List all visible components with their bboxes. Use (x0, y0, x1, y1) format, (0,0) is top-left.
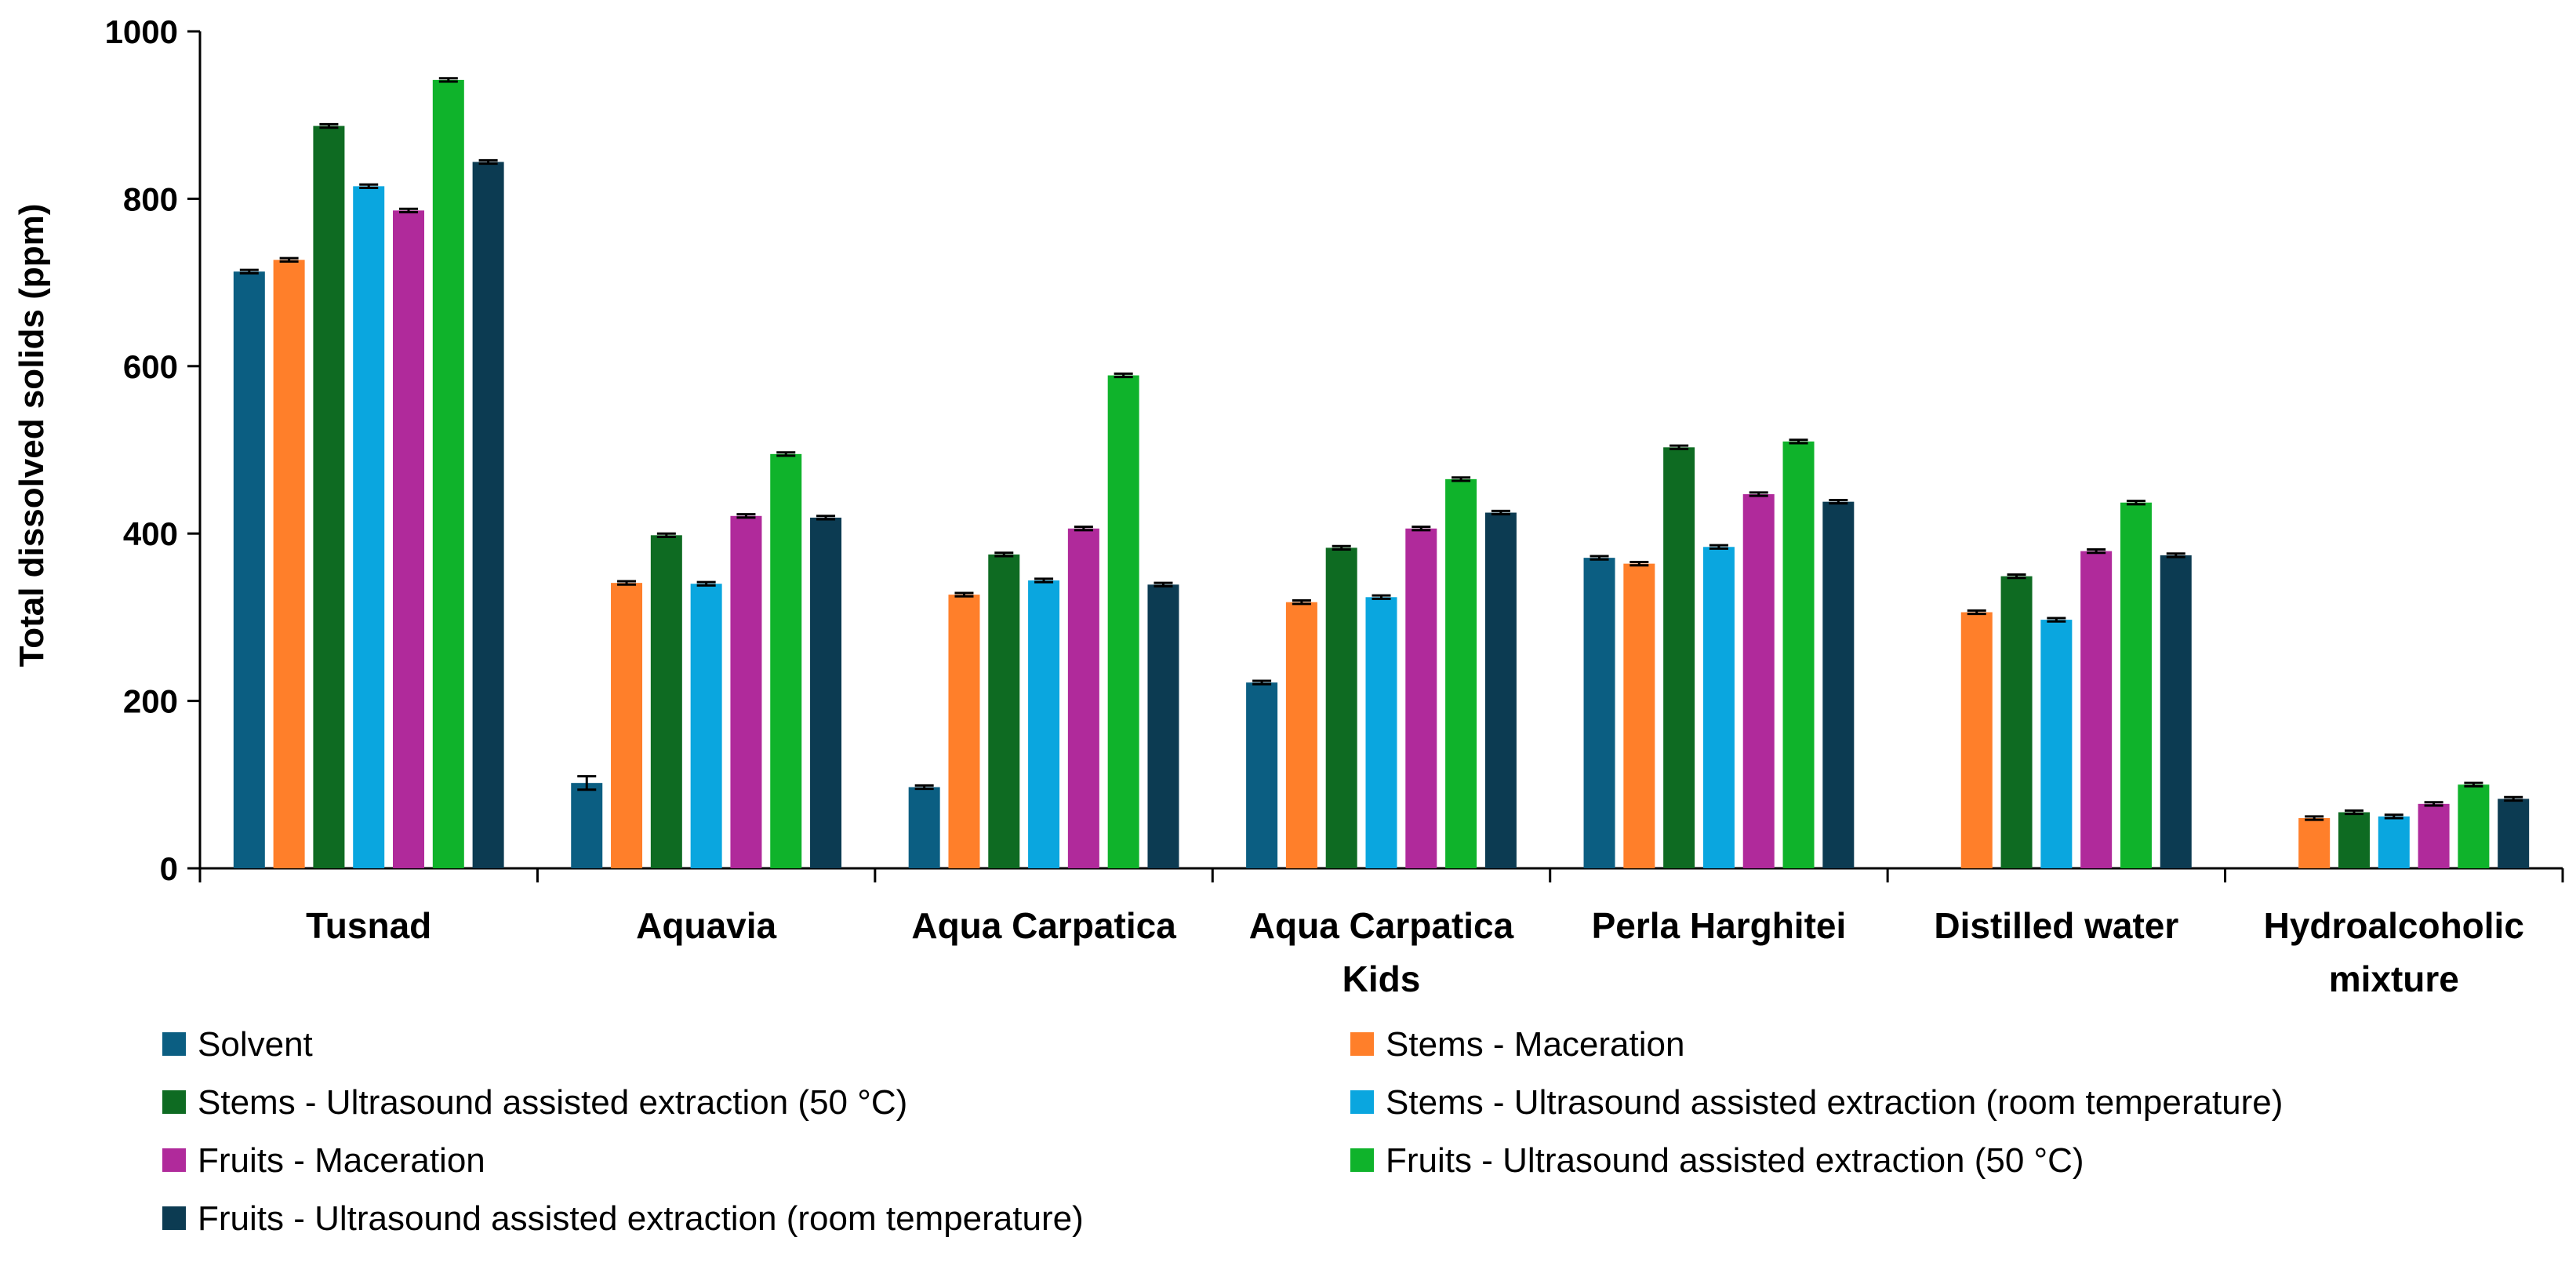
legend-label: Solvent (198, 1025, 313, 1064)
legend-label: Stems - Ultrasound assisted extraction (… (1386, 1083, 2283, 1122)
bar (1365, 597, 1397, 868)
legend-swatch (162, 1148, 186, 1172)
legend: Solvent Stems - Maceration Stems - Ultraso… (162, 1025, 2283, 1238)
x-category-label: Aquavia (636, 905, 776, 946)
x-category-label-line: Tusnad (306, 905, 431, 946)
y-axis-title: Total dissolved solids (ppm) (13, 204, 51, 668)
x-category-label-line: Distilled water (1934, 905, 2178, 946)
legend-label: Stems - Maceration (1386, 1025, 1684, 1064)
legend-swatch (1350, 1090, 1374, 1114)
bar (1702, 547, 1735, 868)
y-tick-label: 400 (123, 515, 178, 552)
bar (650, 535, 682, 868)
bar (611, 583, 643, 868)
x-category-label-line: Hydroalcoholic (2264, 905, 2524, 946)
bar (810, 517, 842, 868)
bar (1583, 558, 1615, 868)
y-tick-label: 200 (123, 683, 178, 720)
legend-swatch (1350, 1032, 1374, 1056)
y-tick-label: 800 (123, 180, 178, 217)
bar (233, 271, 265, 868)
bar (2378, 816, 2410, 868)
x-category-label: Perla Harghitei (1592, 905, 1847, 946)
legend-label: Stems - Ultrasound assisted extraction (… (198, 1083, 907, 1122)
bar (1960, 612, 1993, 868)
bar (1325, 548, 1357, 868)
bars (233, 77, 2530, 870)
bar (432, 79, 464, 869)
bar (2338, 812, 2370, 868)
bar (1623, 563, 1655, 868)
bar (2160, 555, 2192, 868)
bar (2458, 784, 2490, 868)
bar (273, 260, 305, 868)
bar (948, 595, 980, 868)
legend-swatch (162, 1206, 186, 1230)
x-category-label-line: Kids (1342, 959, 1421, 999)
bar (730, 515, 762, 868)
bar (770, 453, 802, 868)
bar (2120, 502, 2152, 868)
bar (1782, 441, 1815, 868)
bar (690, 584, 722, 868)
x-category-label-line: Aqua Carpatica (911, 905, 1176, 946)
bar (2080, 551, 2113, 868)
bar (1107, 375, 1139, 868)
y-axis: 0 200 400 600 800 1000 (105, 13, 202, 887)
y-tick-label: 0 (160, 850, 178, 887)
x-category-label: Aqua Carpatica Kids (1249, 905, 1514, 999)
bar (313, 126, 345, 869)
legend-swatch (162, 1032, 186, 1056)
bar (2000, 576, 2033, 868)
bar (908, 787, 940, 868)
legend-swatch (162, 1090, 186, 1114)
x-category-label-line: Aqua Carpatica (1249, 905, 1514, 946)
bar (2418, 803, 2450, 868)
bar (393, 210, 425, 868)
bar (2040, 620, 2073, 868)
bar (1484, 512, 1517, 868)
x-category-label: Distilled water (1934, 905, 2178, 946)
x-category-label: Aqua Carpatica (911, 905, 1176, 946)
bar (1147, 584, 1179, 868)
bar (353, 186, 385, 868)
bar (472, 162, 504, 868)
bar (1285, 602, 1317, 868)
bar (571, 783, 603, 868)
bar (1028, 580, 1060, 868)
x-axis: Tusnad Aquavia Aqua Carpatica Aqua Carpatic… (198, 867, 2564, 999)
x-category-label: Tusnad (306, 905, 431, 946)
x-category-label-line: Perla Harghitei (1592, 905, 1847, 946)
bar (1742, 494, 1775, 868)
bar (2498, 799, 2530, 868)
bar (1663, 447, 1695, 868)
legend-label: Fruits - Ultrasound assisted extraction … (198, 1199, 1084, 1238)
x-category-label-line: Aquavia (636, 905, 776, 946)
legend-label: Fruits - Maceration (198, 1141, 485, 1180)
bar (1405, 528, 1437, 868)
y-tick-label: 600 (123, 348, 178, 385)
bar (1067, 528, 1099, 868)
bar (2298, 817, 2331, 868)
x-category-label-line: mixture (2329, 959, 2459, 999)
x-category-label: Hydroalcoholic mixture (2264, 905, 2524, 999)
y-tick-label: 1000 (105, 13, 178, 50)
legend-swatch (1350, 1148, 1374, 1172)
bar (1822, 501, 1855, 868)
bar (988, 554, 1020, 868)
bar (1246, 682, 1278, 868)
legend-label: Fruits - Ultrasound assisted extraction … (1386, 1141, 2084, 1180)
bar (1445, 478, 1477, 868)
